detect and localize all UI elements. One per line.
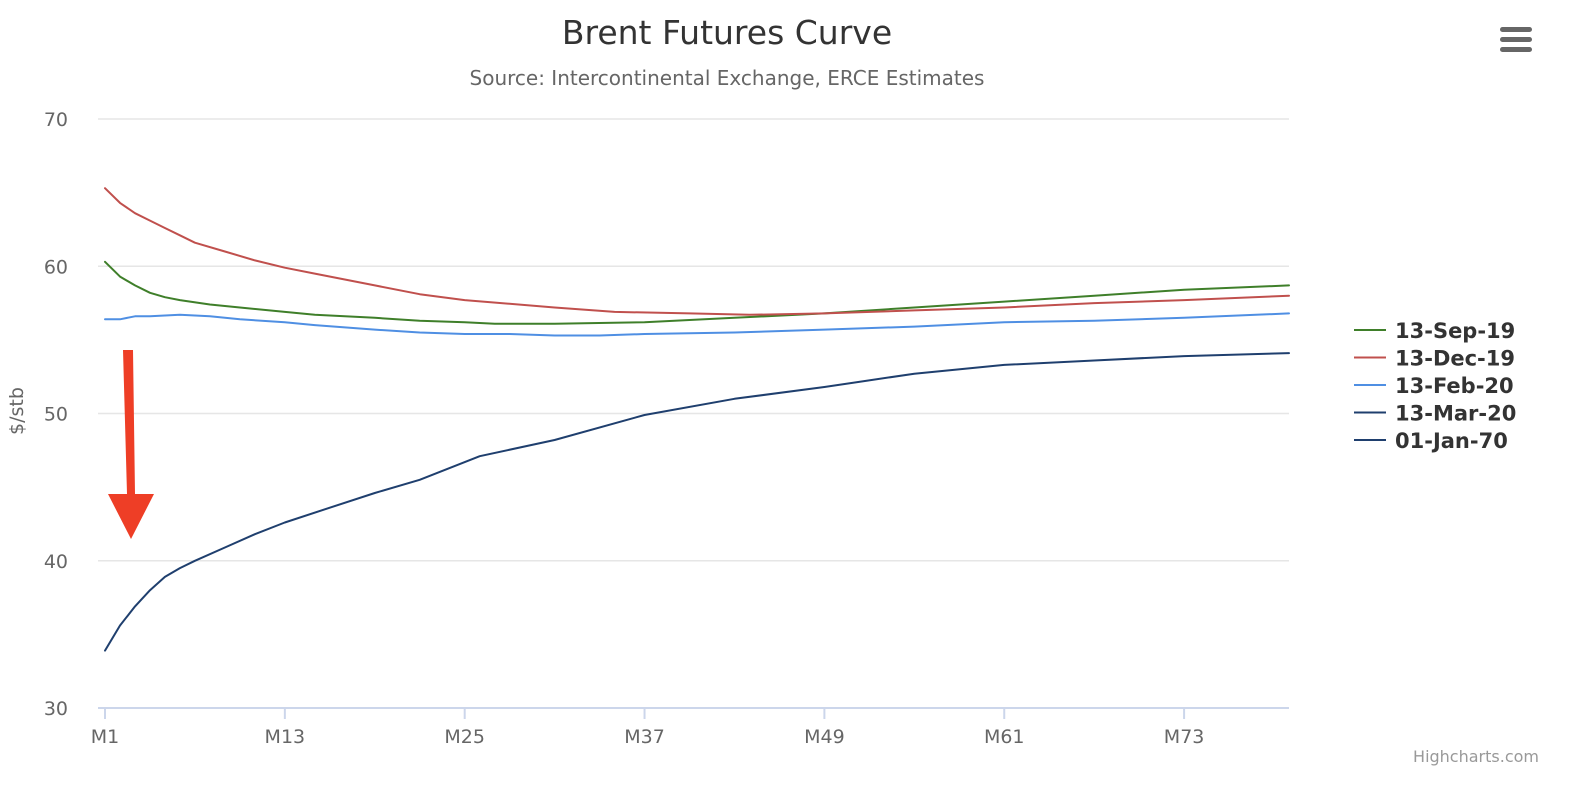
- series-line-0[interactable]: [104, 260, 1290, 325]
- series-lines: [104, 187, 1290, 652]
- context-menu-button[interactable]: [1496, 24, 1532, 54]
- series-line-2[interactable]: [104, 312, 1290, 337]
- legend-item[interactable]: 13-Feb-20: [1354, 374, 1514, 398]
- down-arrow-icon: [108, 350, 154, 539]
- legend-label: 13-Feb-20: [1395, 374, 1514, 398]
- x-axis: M1 M13 M25 M37 M49 M61 M73: [91, 707, 1289, 748]
- legend-label: 01-Jan-70: [1395, 429, 1508, 453]
- x-tick-label: M13: [265, 726, 306, 748]
- y-tick-label: 40: [44, 551, 68, 573]
- y-tick-label: 60: [44, 256, 68, 278]
- x-tick-label: M1: [91, 726, 119, 748]
- y-axis-title: $/stb: [6, 387, 28, 435]
- x-tick-label: M73: [1164, 726, 1205, 748]
- x-tick-label: M37: [624, 726, 665, 748]
- y-tick-label: 70: [44, 109, 68, 131]
- legend-item[interactable]: 01-Jan-70: [1354, 429, 1508, 453]
- series-line-1[interactable]: [104, 187, 1290, 316]
- legend-label: 13-Sep-19: [1395, 319, 1515, 343]
- chart-title: Brent Futures Curve: [562, 13, 892, 52]
- series-line-3[interactable]: [104, 352, 1290, 652]
- legend-item[interactable]: 13-Dec-19: [1354, 347, 1515, 371]
- legend-label: 13-Dec-19: [1395, 347, 1515, 371]
- legend: 13-Sep-19 13-Dec-19 13-Feb-20 13-Mar-20 01-J…: [1354, 319, 1516, 453]
- y-tick-label: 30: [44, 698, 68, 720]
- legend-item[interactable]: 13-Mar-20: [1354, 402, 1516, 426]
- legend-item[interactable]: 13-Sep-19: [1354, 319, 1515, 343]
- x-tick-label: M61: [984, 726, 1025, 748]
- y-axis-ticks: 30 40 50 60 70: [44, 109, 68, 720]
- chart-subtitle: Source: Intercontinental Exchange, ERCE …: [470, 66, 985, 90]
- y-tick-label: 50: [44, 404, 68, 426]
- grid-lines: [98, 118, 1289, 562]
- x-tick-label: M25: [444, 726, 485, 748]
- credits-text[interactable]: Highcharts.com: [1413, 747, 1539, 766]
- hamburger-icon: [1500, 27, 1532, 52]
- legend-label: 13-Mar-20: [1395, 402, 1516, 426]
- annotation-arrow: [108, 350, 154, 539]
- x-tick-label: M49: [804, 726, 845, 748]
